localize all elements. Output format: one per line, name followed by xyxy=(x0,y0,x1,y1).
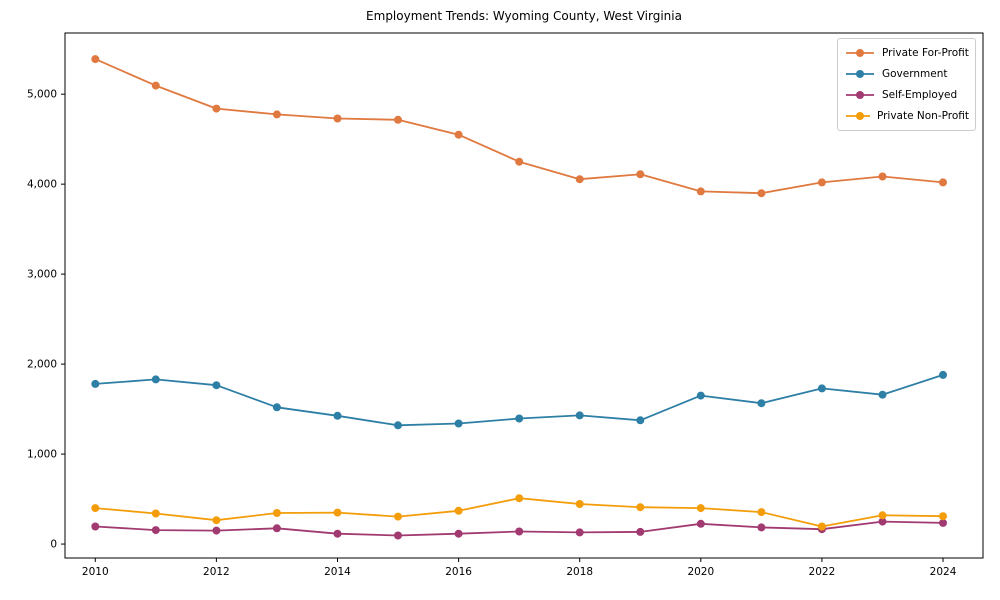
legend: Private For-Profit Government Self-Employe… xyxy=(837,38,976,131)
data-point-government xyxy=(454,419,463,428)
data-point-private-non-profit xyxy=(575,500,584,508)
x-tick-label: 2024 xyxy=(930,566,957,578)
data-point-private-non-profit xyxy=(333,508,342,517)
data-point-government xyxy=(394,421,402,430)
legend-label: Private Non-Profit xyxy=(876,110,969,122)
data-point-government xyxy=(333,411,342,420)
series-line-private-non-profit xyxy=(95,497,944,528)
data-point-private-for-profit xyxy=(575,175,584,184)
data-point-government xyxy=(515,414,524,423)
data-point-government xyxy=(636,416,645,425)
legend-label: Private For-Profit xyxy=(882,47,969,59)
data-point-private-for-profit xyxy=(757,189,766,198)
legend-label: Government xyxy=(882,68,948,80)
data-point-private-for-profit xyxy=(939,178,947,187)
data-point-private-non-profit xyxy=(817,522,826,531)
data-point-government xyxy=(151,375,160,384)
data-point-government xyxy=(272,403,281,412)
data-point-private-non-profit xyxy=(272,509,281,517)
data-point-self-employed xyxy=(212,526,221,535)
data-point-self-employed xyxy=(939,518,947,527)
y-tick-label: 2,000 xyxy=(27,359,57,371)
data-point-private-non-profit xyxy=(878,511,887,520)
data-point-private-for-profit xyxy=(333,114,342,123)
data-point-self-employed xyxy=(454,529,463,538)
data-point-private-non-profit xyxy=(757,508,766,517)
legend-item-self-employed: Self-Employed xyxy=(845,87,969,103)
data-point-private-non-profit xyxy=(394,512,402,521)
data-point-private-non-profit xyxy=(636,503,645,512)
data-point-government xyxy=(212,381,221,390)
legend-item-private-non-profit: Private Non-Profit xyxy=(845,108,969,124)
data-point-self-employed xyxy=(636,527,645,536)
data-point-self-employed xyxy=(757,523,766,532)
data-point-self-employed xyxy=(515,527,524,536)
data-point-private-for-profit xyxy=(151,81,160,90)
data-point-private-non-profit xyxy=(151,509,160,518)
data-point-self-employed xyxy=(878,517,887,526)
data-point-private-for-profit xyxy=(454,130,463,139)
data-point-private-for-profit xyxy=(91,55,100,64)
x-tick-label: 2012 xyxy=(203,566,230,578)
legend-item-private-for-profit: Private For-Profit xyxy=(845,45,969,61)
y-tick-label: 5,000 xyxy=(27,89,57,101)
y-tick-label: 0 xyxy=(50,539,57,551)
data-point-government xyxy=(817,384,826,393)
data-point-private-non-profit xyxy=(454,506,463,515)
legend-marker-icon xyxy=(846,49,874,57)
data-point-private-for-profit xyxy=(817,178,826,187)
data-point-private-non-profit xyxy=(91,504,100,513)
data-point-government xyxy=(757,399,766,408)
data-point-private-non-profit xyxy=(212,516,221,525)
x-tick-label: 2010 xyxy=(82,566,109,578)
data-point-private-for-profit xyxy=(878,172,887,181)
x-tick-label: 2014 xyxy=(324,566,351,578)
legend-item-government: Government xyxy=(845,66,969,82)
x-tick-label: 2022 xyxy=(809,566,836,578)
data-point-government xyxy=(939,370,947,379)
data-point-private-for-profit xyxy=(394,115,402,124)
data-point-self-employed xyxy=(696,519,705,528)
x-tick-label: 2018 xyxy=(566,566,593,578)
x-tick-label: 2016 xyxy=(445,566,472,578)
series-line-private-for-profit xyxy=(94,58,944,195)
data-point-private-non-profit xyxy=(939,512,947,521)
data-point-government xyxy=(696,391,705,400)
data-point-self-employed xyxy=(394,531,402,540)
data-point-self-employed xyxy=(333,529,342,538)
data-point-private-for-profit xyxy=(272,110,281,119)
y-tick-label: 4,000 xyxy=(27,179,57,191)
legend-marker-icon xyxy=(846,112,870,120)
data-point-self-employed xyxy=(151,526,160,535)
legend-marker-icon xyxy=(846,70,874,78)
data-point-private-for-profit xyxy=(696,187,705,196)
x-tick-label: 2020 xyxy=(687,566,714,578)
data-point-private-for-profit xyxy=(515,157,524,166)
data-point-private-for-profit xyxy=(212,104,221,113)
data-point-self-employed xyxy=(575,528,584,537)
y-tick-label: 1,000 xyxy=(27,449,57,461)
data-point-government xyxy=(878,390,887,399)
data-point-private-non-profit xyxy=(696,504,705,513)
data-point-government xyxy=(91,379,100,388)
data-point-private-for-profit xyxy=(636,170,645,179)
plot-border xyxy=(64,32,984,559)
legend-marker-icon xyxy=(846,91,874,99)
data-point-self-employed xyxy=(91,522,100,531)
y-tick-label: 3,000 xyxy=(27,269,57,281)
data-point-private-non-profit xyxy=(515,494,524,503)
legend-label: Self-Employed xyxy=(882,89,958,101)
chart-title: Employment Trends: Wyoming County, West … xyxy=(366,9,682,23)
data-point-self-employed xyxy=(272,524,281,533)
data-point-government xyxy=(575,411,584,420)
